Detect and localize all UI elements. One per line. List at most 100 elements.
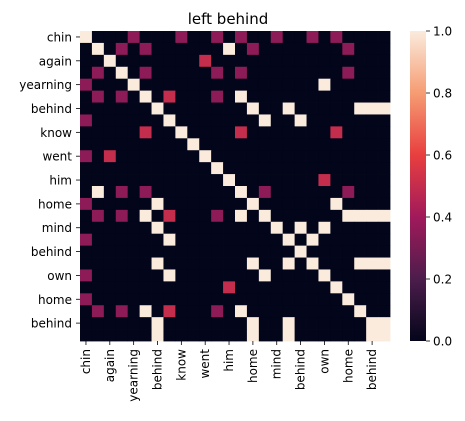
heatmap-cell [330,42,343,56]
heatmap-cell [235,197,248,211]
heatmap-cell [354,150,367,163]
heatmap-cell [211,197,224,211]
heatmap-cell [318,126,331,139]
heatmap-cell [342,78,355,92]
heatmap-cell [318,329,331,342]
heatmap-cell [211,78,224,92]
heatmap-cell [175,174,188,187]
heatmap-cell [199,269,212,282]
heatmap-cell [378,78,391,92]
heatmap-cell [151,42,164,56]
heatmap-cell [163,162,176,175]
heatmap-cell [115,233,129,247]
heatmap-cell [175,209,188,223]
heatmap-cell [366,186,379,199]
heatmap-cell [294,293,307,306]
heatmap-cell [187,66,200,80]
heatmap-cell [163,31,176,44]
heatmap-cell [91,281,105,294]
heatmap-cell [282,186,296,199]
heatmap-cell [342,174,355,187]
heatmap-cell [354,174,367,187]
heatmap-cell [187,150,200,163]
heatmap-cell [342,329,355,342]
heatmap-cell [127,102,141,115]
heatmap-cell [223,78,236,92]
heatmap-cell [91,305,105,318]
heatmap-cell [103,317,117,330]
heatmap-cell [115,186,129,199]
heatmap-cell [139,54,152,68]
heatmap-cell [211,221,224,235]
heatmap-cell [80,233,93,247]
heatmap-cell [294,174,307,187]
heatmap-cell [115,329,129,342]
heatmap-cell [127,269,141,282]
heatmap-cell [258,209,272,223]
heatmap-cell [223,209,236,223]
heatmap-cell [366,257,379,270]
heatmap-cell [306,162,319,175]
heatmap-cell [270,293,284,306]
heatmap-cell [187,54,200,68]
colorbar [410,31,426,341]
heatmap-cell [282,221,296,235]
heatmap-cell [270,174,284,187]
heatmap-cell [199,54,212,68]
heatmap-cell [318,54,331,68]
heatmap-cell [294,31,307,44]
heatmap-cell [306,305,319,318]
heatmap-cell [223,221,236,235]
heatmap-cell [187,209,200,223]
heatmap-cell [318,269,331,282]
y-tick-label: behind [31,317,72,331]
heatmap-cell [342,233,355,247]
heatmap-cell [175,281,188,294]
heatmap-cell [330,257,343,270]
heatmap-cell [330,54,343,68]
heatmap-cell [199,233,212,247]
heatmap-cell [223,114,236,127]
heatmap-cell [354,66,367,80]
heatmap-cell [294,197,307,211]
heatmap-cell [211,126,224,139]
heatmap-cell [163,221,176,235]
heatmap-cell [294,245,307,258]
heatmap-cell [258,233,272,247]
heatmap-cell [115,150,129,163]
heatmap-cell [235,162,248,175]
heatmap-cell [151,126,164,139]
heatmap-cell [80,245,93,258]
heatmap-cell [175,293,188,306]
heatmap-cell [103,174,117,187]
heatmap-cell [282,281,296,294]
heatmap-cell [235,221,248,235]
heatmap-cell [258,245,272,258]
x-tick-label: went [198,349,212,379]
heatmap-cell [91,90,105,103]
heatmap-cell [223,233,236,247]
heatmap-cell [103,329,117,342]
heatmap-cell [235,305,248,318]
heatmap-cell [223,329,236,342]
heatmap-cell [378,329,391,342]
heatmap-cell [378,31,391,44]
heatmap-cell [103,221,117,235]
heatmap-cell [294,269,307,282]
y-tick-label: know [40,126,72,140]
heatmap-cell [139,90,152,103]
heatmap-cell [211,162,224,175]
heatmap-cell [91,138,105,151]
heatmap-cell [199,317,212,330]
heatmap-cell [187,281,200,294]
heatmap-cell [151,257,164,270]
heatmap-cell [223,54,236,68]
heatmap-cell [354,78,367,92]
heatmap-cell [211,233,224,247]
heatmap-cell [282,329,296,342]
heatmap-cell [378,162,391,175]
heatmap-cell [318,114,331,127]
heatmap-cell [199,78,212,92]
heatmap-cell [306,174,319,187]
heatmap-cell [282,174,296,187]
